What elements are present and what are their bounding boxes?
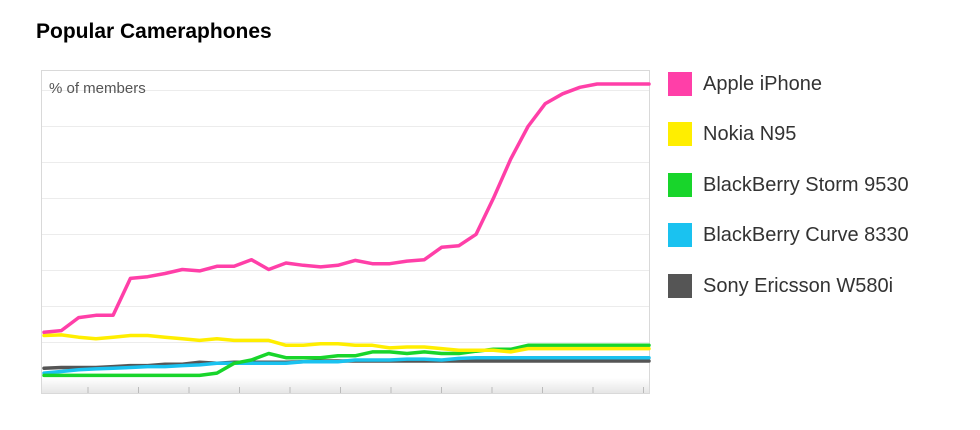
series-line-blackberry-curve-8330 <box>42 355 651 375</box>
legend-item: BlackBerry Storm 9530 <box>668 172 909 223</box>
series-line-blackberry-storm-9530 <box>42 343 651 378</box>
legend-swatch <box>668 122 692 147</box>
series-line-nokia-n95 <box>42 333 651 354</box>
chart-title: Popular Cameraphones <box>36 20 272 43</box>
legend-item: BlackBerry Curve 8330 <box>668 223 909 273</box>
plot-area <box>41 70 650 394</box>
legend-label: Nokia N95 <box>703 123 797 146</box>
x-axis-band <box>42 378 649 393</box>
series-lines <box>42 82 651 378</box>
legend-label: BlackBerry Storm 9530 <box>703 173 909 196</box>
legend-item: Nokia N95 <box>668 122 909 172</box>
legend-label: BlackBerry Curve 8330 <box>703 224 909 247</box>
chart-legend: Apple iPhone Nokia N95 BlackBerry Storm 95… <box>668 72 909 324</box>
legend-item: Apple iPhone <box>668 72 909 122</box>
legend-swatch <box>668 172 692 197</box>
legend-swatch <box>668 223 692 248</box>
legend-item: Sony Ericsson W580i <box>668 273 909 324</box>
legend-label: Apple iPhone <box>703 73 822 95</box>
legend-swatch <box>668 72 692 96</box>
y-axis-label: % of members <box>49 80 146 97</box>
series-line-apple-iphone <box>42 82 651 335</box>
legend-swatch <box>668 273 692 298</box>
legend-label: Sony Ericsson W580i <box>703 274 894 297</box>
x-axis-ticks <box>87 387 644 393</box>
gridlines <box>42 90 649 343</box>
